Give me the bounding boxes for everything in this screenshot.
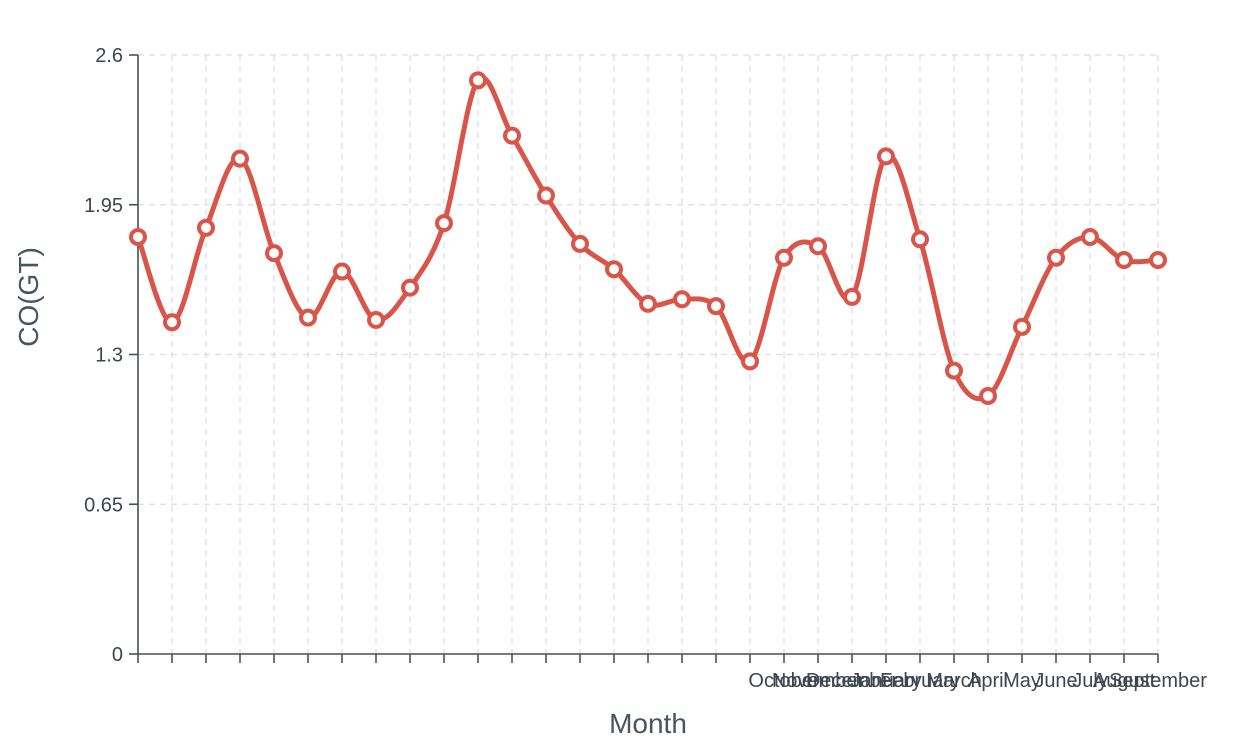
data-point: [503, 126, 521, 145]
y-tick-label: 1.95: [84, 195, 123, 217]
data-point: [299, 308, 317, 327]
x-tick-label: June: [1034, 670, 1077, 692]
data-point: [605, 260, 623, 279]
data-point: [1149, 251, 1167, 270]
x-tick-label: February: [880, 670, 960, 692]
data-point: [843, 287, 861, 306]
data-point: [911, 230, 929, 249]
data-point: [1047, 248, 1065, 267]
data-point: [197, 218, 215, 237]
data-point: [231, 149, 249, 168]
y-tick-label: 0: [112, 644, 123, 666]
data-point: [707, 297, 725, 316]
data-point: [1013, 317, 1031, 336]
y-tick-label: 2.6: [95, 45, 123, 67]
x-tick-label: April: [968, 670, 1008, 692]
data-point: [877, 147, 895, 166]
y-tick-label: 0.65: [84, 494, 123, 516]
x-axis-title: Month: [609, 708, 687, 739]
y-axis-title: CO(GT): [13, 247, 44, 347]
data-point: [945, 361, 963, 380]
data-point: [673, 290, 691, 309]
data-point: [333, 262, 351, 281]
data-point: [1115, 251, 1133, 270]
x-tick-label: May: [1003, 670, 1041, 692]
x-tick-label: October: [748, 670, 819, 692]
data-point: [639, 294, 657, 313]
data-point: [775, 248, 793, 267]
data-point: [129, 228, 147, 247]
x-tick-label: July: [1072, 670, 1108, 692]
data-point: [571, 234, 589, 253]
data-point: [435, 214, 453, 233]
data-point: [367, 310, 385, 329]
data-point: [1081, 228, 1099, 247]
y-tick-label: 1.3: [95, 345, 123, 367]
axes: 0 0.65 1.3 1.95 2.6 OctoberNovemberDecemberJa…: [84, 45, 1207, 692]
data-point: [979, 386, 997, 405]
series-layer: [129, 71, 1167, 405]
x-tick-label: September: [1109, 670, 1207, 692]
data-point: [809, 237, 827, 256]
data-point: [741, 352, 759, 371]
x-tick-label: March: [926, 670, 982, 692]
data-point: [537, 186, 555, 205]
x-tick-label: December: [806, 670, 899, 692]
x-tick-label: November: [772, 670, 865, 692]
data-point: [265, 244, 283, 263]
data-point: [163, 313, 181, 332]
grid: [138, 54, 1159, 654]
x-tick-label: August: [1093, 670, 1156, 692]
data-point: [401, 278, 419, 297]
x-tick-label: January: [850, 670, 921, 692]
data-point: [469, 71, 487, 90]
